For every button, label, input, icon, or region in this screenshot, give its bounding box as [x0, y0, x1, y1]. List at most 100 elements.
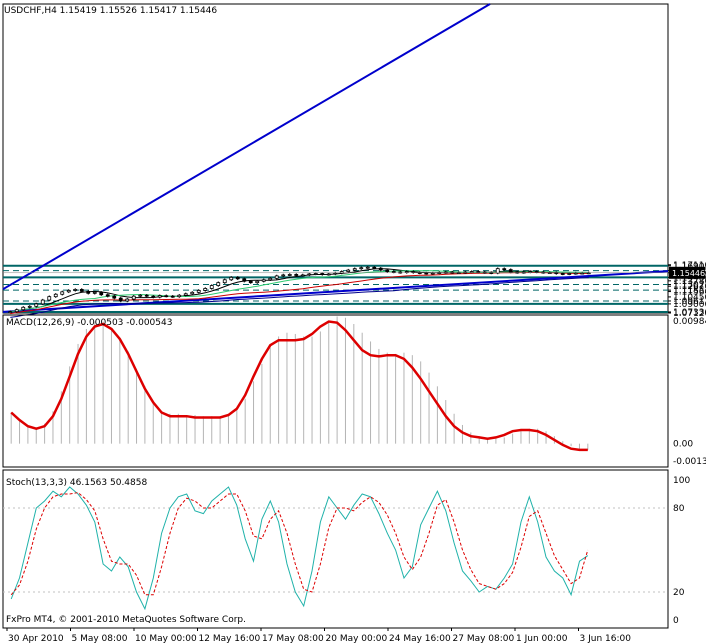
price-axis-label: 1.11852	[673, 286, 706, 296]
candle-body	[307, 273, 312, 276]
current-price-box	[669, 266, 705, 279]
candle-body	[79, 289, 84, 292]
time-axis-label: 10 May 00:00	[135, 634, 197, 644]
candle-body	[404, 271, 409, 273]
price-axis-label: 1.17110	[673, 261, 706, 271]
candle-body	[105, 294, 110, 297]
candle-body	[242, 278, 247, 282]
price-axis-label: 1.12670	[673, 282, 706, 292]
candle-body	[580, 272, 585, 275]
candle-body	[209, 285, 214, 289]
candle-body	[99, 291, 104, 296]
candle-body	[495, 268, 500, 274]
candle-body	[34, 303, 39, 307]
time-axis-label: 27 May 08:00	[453, 634, 515, 644]
candle-body	[294, 274, 299, 276]
current-price-label: 1.15446	[672, 269, 705, 278]
price-axis-label: 1.13780	[673, 277, 706, 287]
candle-body	[86, 290, 91, 294]
stochastic-axis-label: 80	[673, 504, 685, 514]
candle-body	[287, 274, 292, 276]
time-axis-label: 17 May 08:00	[262, 634, 324, 644]
candle-body	[118, 297, 123, 302]
candle-body	[424, 272, 429, 275]
candle-body	[365, 266, 370, 269]
time-axis-label: 5 May 08:00	[72, 634, 128, 644]
candle-body	[372, 266, 377, 269]
candle-body	[47, 296, 52, 301]
stochastic-title: Stoch(13,3,3) 46.1563 50.4858	[6, 478, 147, 488]
time-axis-label: 12 May 16:00	[199, 634, 261, 644]
candle-body	[216, 282, 221, 286]
candle-body	[40, 299, 45, 305]
candle-body	[125, 298, 130, 302]
stoch-frame	[2, 469, 669, 629]
candle-body	[391, 271, 396, 273]
candle-body	[164, 295, 169, 298]
symbol-info: USDCHF,H4 1.15419 1.15526 1.15417 1.1544…	[4, 6, 217, 16]
candle-body	[151, 295, 156, 298]
price-axis-label: 1.09006	[673, 300, 706, 310]
channel-upper-line	[2, 3, 491, 291]
stochastic-axis-label: 100	[673, 476, 690, 486]
candle-body	[261, 279, 266, 282]
candle-body	[567, 273, 572, 275]
candle-body	[333, 272, 338, 275]
candle-body	[144, 294, 149, 297]
candle-body	[281, 274, 286, 277]
stochastic-axis-label: 0	[673, 616, 679, 626]
candle-body	[411, 271, 416, 273]
candle-body	[313, 273, 318, 275]
candle-body	[508, 269, 513, 273]
macd-axis-label: -0.00139	[673, 457, 706, 467]
time-axis-label: 20 May 00:00	[326, 634, 388, 644]
price-axis-label: 1.11560	[673, 288, 706, 298]
price-axis-label: 1.10450	[673, 293, 706, 303]
stochastic-main-line	[10, 486, 589, 611]
candle-body	[196, 289, 201, 293]
candle-body	[502, 268, 507, 271]
candle-body	[66, 289, 71, 293]
candle-body	[131, 295, 136, 300]
candle-body	[60, 291, 65, 295]
time-axis-label: 24 May 16:00	[389, 634, 451, 644]
candle-body	[378, 267, 383, 271]
candle-body	[235, 276, 240, 280]
candle-body	[14, 309, 19, 313]
candle-body	[203, 288, 208, 291]
candle-body	[385, 269, 390, 272]
candle-body	[326, 273, 331, 276]
time-axis-label: 30 Apr 2010	[8, 634, 64, 644]
candle-body	[170, 295, 175, 298]
stochastic-axis-label: 20	[673, 588, 685, 598]
candle-body	[352, 268, 357, 271]
ma-slowest-line	[10, 277, 589, 318]
stochastic-signal-line	[10, 492, 589, 596]
macd-axis-label: 0.00	[673, 440, 693, 450]
candle-body	[248, 280, 253, 284]
price-axis-label: 1.07336	[673, 308, 706, 318]
copyright-text: FxPro MT4, © 2001-2010 MetaQuotes Softwa…	[6, 615, 246, 625]
candle-body	[112, 295, 117, 299]
candle-body	[255, 280, 260, 284]
candle-body	[320, 273, 325, 275]
macd-panel: 0.00984 0.00 -0.00139	[2, 314, 706, 468]
time-axis: 30 Apr 2010 5 May 08:00 10 May 00:00 12 May…	[6, 628, 632, 644]
candle-body	[190, 291, 195, 295]
candle-body	[177, 294, 182, 298]
candle-body	[73, 289, 78, 291]
candle-body	[92, 291, 97, 294]
candle-body	[183, 293, 188, 296]
candle-body	[138, 294, 143, 297]
candle-body	[469, 271, 474, 273]
candle-body	[476, 271, 481, 273]
macd-frame	[2, 314, 669, 468]
candle-body	[27, 305, 32, 308]
candle-body	[274, 275, 279, 279]
price-panel: 1.171101.169011.159051.154461.144961.137…	[2, 3, 706, 319]
time-axis-label: 3 Jun 16:00	[580, 634, 632, 644]
candle-body	[359, 267, 364, 270]
